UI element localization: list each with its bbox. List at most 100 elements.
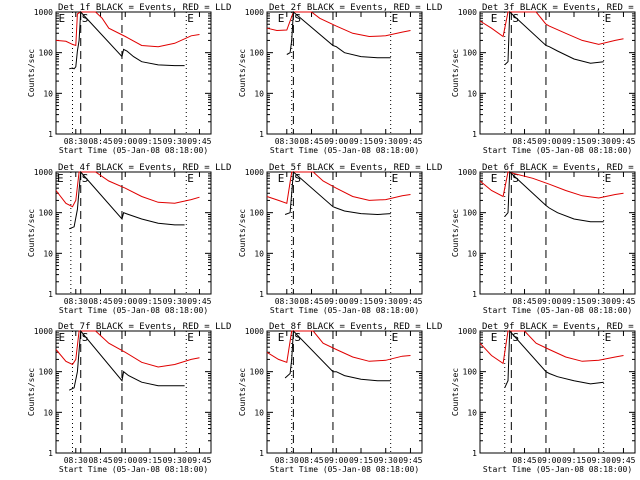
y-tick-label: 1000 (245, 327, 264, 336)
x-tick-label: 09:15 (138, 137, 162, 146)
panel-6: Det 6f BLACK = Events, RED = LLD 1 10 100 10… (451, 163, 640, 315)
x-tick-label: 08:45 (299, 137, 323, 146)
y-tick-label: 1 (259, 130, 264, 139)
x-tick-label: 09:00 (537, 456, 561, 465)
y-tick-label: 100 (463, 368, 478, 377)
series-lld-line (266, 11, 411, 38)
marker-label-s: S (82, 331, 89, 344)
x-tick-label: 09:15 (138, 456, 162, 465)
series-lld-line (55, 11, 200, 48)
marker-label-s: S (82, 172, 89, 185)
series-events-line (69, 170, 185, 230)
plot-frame (266, 11, 423, 135)
x-tick-label: 08:30 (275, 456, 299, 465)
y-axis-label: Counts/sec (238, 209, 247, 257)
x-tick-label: 09:30 (163, 137, 187, 146)
y-tick-label: 10 (467, 408, 477, 417)
x-tick-label: 09:30 (587, 456, 611, 465)
x-tick-label: 09:45 (611, 297, 635, 306)
series-lld-line (479, 171, 624, 199)
series-events-line (68, 329, 185, 391)
panel-title: Det 5f BLACK = Events, RED = LLD (269, 163, 442, 173)
x-axis-label: Start Time (05-Jan-08 08:18:00) (270, 146, 419, 155)
panel-5: Det 5f BLACK = Events, RED = LLD 1 10 100 10… (238, 163, 442, 315)
x-axis-label: Start Time (05-Jan-08 08:18:00) (270, 306, 419, 315)
marker-label-e: E (392, 172, 399, 185)
x-tick-label: 08:45 (88, 137, 112, 146)
y-tick-label: 1 (472, 130, 477, 139)
series-lld-line (479, 11, 624, 45)
series-events-line (286, 10, 391, 59)
y-tick-label: 1 (48, 130, 53, 139)
panel-title: Det 6f BLACK = Events, RED = LLD (482, 163, 640, 173)
y-tick-label: 1000 (458, 8, 477, 17)
marker-label-e: E (605, 12, 612, 25)
x-tick-label: 09:00 (324, 297, 348, 306)
x-tick-label: 09:00 (324, 456, 348, 465)
panel-title: Det 9f BLACK = Events, RED = LLD (482, 322, 640, 332)
panels: Det 1f BLACK = Events, RED = LLD11010010… (27, 3, 640, 474)
y-tick-label: 100 (250, 49, 265, 58)
y-tick-label: 1000 (458, 327, 477, 336)
series-events-line (504, 170, 604, 223)
x-tick-label: 09:30 (374, 456, 398, 465)
y-tick-label: 1000 (34, 8, 53, 17)
y-tick-label: 100 (39, 368, 54, 377)
y-axis-label: Counts/sec (27, 49, 36, 97)
x-tick-label: 09:30 (587, 297, 611, 306)
x-tick-label: 09:45 (398, 297, 422, 306)
x-tick-label: 09:00 (113, 137, 137, 146)
y-axis-label: Counts/sec (27, 368, 36, 416)
y-tick-label: 1 (259, 449, 264, 458)
marker-label-e: E (491, 172, 498, 185)
x-axis-label: Start Time (05-Jan-08 08:18:00) (483, 146, 632, 155)
x-tick-label: 08:45 (512, 297, 536, 306)
y-axis-label: Counts/sec (238, 49, 247, 97)
x-axis-label: Start Time (05-Jan-08 08:18:00) (59, 306, 208, 315)
marker-label-e: E (278, 172, 285, 185)
x-tick-label: 09:00 (113, 456, 137, 465)
marker-label-e: E (491, 331, 498, 344)
x-tick-label: 09:30 (163, 297, 187, 306)
x-tick-label: 08:45 (299, 456, 323, 465)
panel-1: Det 1f BLACK = Events, RED = LLD 1 10 100 10… (27, 3, 231, 155)
marker-label-e: E (58, 331, 65, 344)
panel-title: Det 1f BLACK = Events, RED = LLD (58, 3, 231, 13)
marker-label-e: E (491, 12, 498, 25)
x-tick-label: 09:45 (611, 137, 635, 146)
y-tick-label: 1000 (458, 168, 477, 177)
panel-8: Det 8f BLACK = Events, RED = LLD 1 10 100 10… (238, 322, 442, 474)
series-lld-line (266, 171, 411, 204)
x-tick-label: 08:30 (275, 297, 299, 306)
x-tick-label: 09:15 (349, 456, 373, 465)
x-tick-label: 08:30 (64, 137, 88, 146)
panel-title: Det 7f BLACK = Events, RED = LLD (58, 322, 231, 332)
marker-label-e: E (605, 172, 612, 185)
x-tick-label: 09:00 (537, 137, 561, 146)
x-tick-label: 09:45 (187, 137, 211, 146)
series-lld-line (55, 171, 200, 208)
x-tick-label: 08:45 (512, 456, 536, 465)
plot-frame (55, 171, 212, 295)
plot-frame (55, 330, 212, 454)
panel-title: Det 2f BLACK = Events, RED = LLD (269, 3, 442, 13)
y-tick-label: 1 (48, 290, 53, 299)
plot-frame (479, 330, 636, 454)
x-tick-label: 08:30 (64, 456, 88, 465)
y-tick-label: 10 (467, 89, 477, 98)
x-tick-label: 09:45 (187, 297, 211, 306)
marker-label-e: E (187, 172, 194, 185)
y-tick-label: 100 (463, 49, 478, 58)
marker-label-e: E (187, 12, 194, 25)
series-lld-line (479, 330, 624, 365)
y-tick-label: 10 (254, 249, 264, 258)
marker-label-s: S (82, 12, 89, 25)
panel-2: Det 2f BLACK = Events, RED = LLD 1 10 100 10… (238, 3, 442, 155)
panel-9: Det 9f BLACK = Events, RED = LLD 1 10 100 10… (451, 322, 640, 474)
y-axis-label: Counts/sec (238, 368, 247, 416)
y-tick-label: 10 (467, 249, 477, 258)
marker-label-s: S (512, 172, 519, 185)
y-tick-label: 1000 (34, 168, 53, 177)
series-events-line (284, 170, 391, 216)
